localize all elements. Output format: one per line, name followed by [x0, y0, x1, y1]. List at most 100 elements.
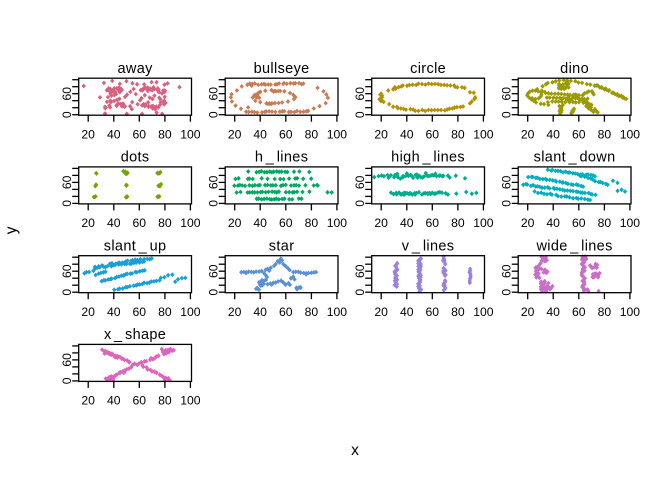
- svg-text:100: 100: [327, 216, 348, 230]
- svg-text:60: 60: [133, 216, 147, 230]
- svg-text:20: 20: [374, 305, 388, 319]
- svg-text:60: 60: [279, 305, 293, 319]
- svg-text:80: 80: [451, 216, 465, 230]
- svg-text:20: 20: [81, 305, 95, 319]
- svg-text:60: 60: [133, 305, 147, 319]
- svg-text:0: 0: [500, 111, 514, 118]
- svg-text:60: 60: [353, 87, 367, 101]
- svg-text:80: 80: [158, 127, 172, 141]
- svg-text:100: 100: [473, 305, 494, 319]
- svg-text:80: 80: [305, 305, 319, 319]
- svg-text:60: 60: [572, 127, 586, 141]
- svg-text:dots: dots: [121, 150, 150, 166]
- svg-text:0: 0: [60, 289, 74, 296]
- svg-text:80: 80: [598, 127, 612, 141]
- svg-text:80: 80: [598, 305, 612, 319]
- svg-text:0: 0: [353, 289, 367, 296]
- svg-text:60: 60: [353, 175, 367, 189]
- svg-text:80: 80: [158, 305, 172, 319]
- svg-text:40: 40: [253, 305, 267, 319]
- svg-text:80: 80: [305, 127, 319, 141]
- svg-text:100: 100: [180, 305, 201, 319]
- svg-text:60: 60: [572, 305, 586, 319]
- svg-text:100: 100: [620, 305, 641, 319]
- svg-text:20: 20: [521, 305, 535, 319]
- svg-text:x_shape: x _ shape: [104, 327, 166, 343]
- svg-text:100: 100: [180, 216, 201, 230]
- svg-text:60: 60: [500, 87, 514, 101]
- svg-text:60: 60: [572, 216, 586, 230]
- svg-text:0: 0: [353, 111, 367, 118]
- svg-text:40: 40: [546, 305, 560, 319]
- svg-text:60: 60: [60, 87, 74, 101]
- svg-text:0: 0: [60, 200, 74, 207]
- svg-text:0: 0: [60, 111, 74, 118]
- svg-text:40: 40: [546, 216, 560, 230]
- svg-text:60: 60: [133, 394, 147, 408]
- svg-text:0: 0: [207, 289, 221, 296]
- svg-text:100: 100: [327, 127, 348, 141]
- svg-text:wide_lines: wide _ lines: [535, 238, 612, 254]
- svg-text:40: 40: [107, 127, 121, 141]
- svg-text:20: 20: [521, 127, 535, 141]
- svg-text:60: 60: [207, 175, 221, 189]
- svg-text:80: 80: [451, 305, 465, 319]
- svg-text:100: 100: [620, 127, 641, 141]
- svg-text:100: 100: [180, 127, 201, 141]
- svg-text:100: 100: [473, 127, 494, 141]
- svg-text:0: 0: [60, 377, 74, 384]
- svg-text:60: 60: [133, 127, 147, 141]
- svg-text:100: 100: [180, 394, 201, 408]
- svg-text:80: 80: [598, 216, 612, 230]
- svg-text:60: 60: [426, 216, 440, 230]
- svg-text:40: 40: [546, 127, 560, 141]
- svg-text:40: 40: [253, 127, 267, 141]
- svg-text:0: 0: [500, 200, 514, 207]
- svg-text:80: 80: [158, 394, 172, 408]
- svg-text:0: 0: [207, 111, 221, 118]
- svg-text:20: 20: [81, 216, 95, 230]
- svg-text:20: 20: [374, 216, 388, 230]
- svg-text:60: 60: [426, 305, 440, 319]
- svg-text:away: away: [117, 61, 153, 77]
- svg-text:60: 60: [279, 127, 293, 141]
- svg-text:x: x: [351, 442, 359, 459]
- svg-text:20: 20: [81, 394, 95, 408]
- svg-text:0: 0: [353, 200, 367, 207]
- svg-text:star: star: [269, 238, 295, 254]
- svg-text:y: y: [3, 226, 20, 234]
- svg-text:60: 60: [60, 264, 74, 278]
- svg-text:100: 100: [327, 305, 348, 319]
- svg-text:60: 60: [60, 175, 74, 189]
- svg-text:60: 60: [353, 264, 367, 278]
- svg-text:v_lines: v _ lines: [402, 238, 455, 254]
- svg-text:100: 100: [473, 216, 494, 230]
- svg-text:40: 40: [400, 216, 414, 230]
- svg-text:0: 0: [207, 200, 221, 207]
- svg-text:60: 60: [207, 87, 221, 101]
- svg-text:circle: circle: [410, 61, 446, 77]
- svg-text:high_lines: high _ lines: [391, 150, 465, 166]
- svg-text:60: 60: [60, 353, 74, 367]
- svg-text:80: 80: [158, 216, 172, 230]
- svg-text:40: 40: [107, 216, 121, 230]
- svg-text:80: 80: [305, 216, 319, 230]
- svg-text:60: 60: [207, 264, 221, 278]
- svg-text:60: 60: [279, 216, 293, 230]
- svg-text:h_lines: h _ lines: [255, 150, 308, 166]
- svg-text:60: 60: [500, 175, 514, 189]
- svg-text:20: 20: [228, 305, 242, 319]
- svg-text:40: 40: [107, 305, 121, 319]
- svg-text:60: 60: [426, 127, 440, 141]
- svg-text:40: 40: [400, 127, 414, 141]
- svg-text:dino: dino: [560, 61, 589, 77]
- svg-text:40: 40: [107, 394, 121, 408]
- svg-text:bullseye: bullseye: [254, 61, 310, 77]
- svg-text:20: 20: [374, 127, 388, 141]
- svg-text:40: 40: [400, 305, 414, 319]
- svg-text:0: 0: [500, 289, 514, 296]
- svg-text:20: 20: [81, 127, 95, 141]
- svg-text:slant_down: slant _ down: [534, 150, 616, 166]
- svg-text:100: 100: [620, 216, 641, 230]
- svg-text:40: 40: [253, 216, 267, 230]
